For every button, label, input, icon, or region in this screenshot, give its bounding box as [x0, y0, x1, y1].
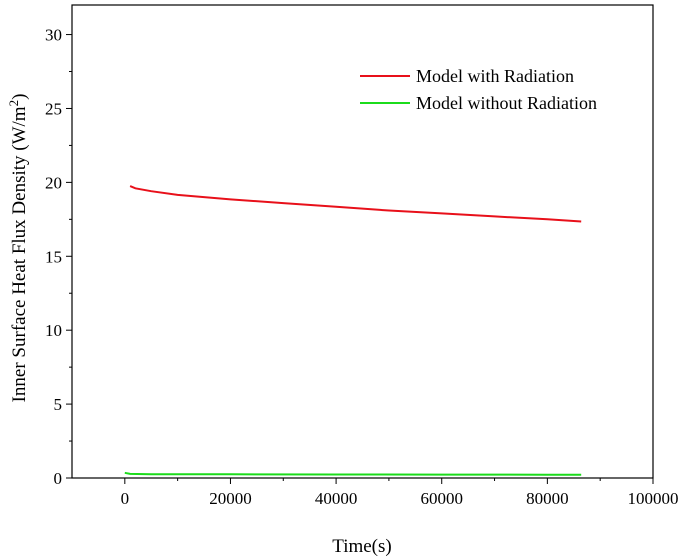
x-axis-title: Time(s)	[332, 536, 391, 557]
y-axis-title-superscript: 2	[6, 100, 21, 107]
y-tick-label: 5	[54, 395, 63, 414]
x-tick-label: 0	[121, 489, 130, 508]
y-axis-ticks: 0 5 10 15 20 25 30	[45, 26, 72, 488]
series-lines	[124, 185, 582, 476]
legend-label-with-radiation: Model with Radiation	[416, 66, 574, 86]
x-tick-label: 80000	[526, 489, 569, 508]
x-tick-label: 20000	[209, 489, 252, 508]
y-tick-label: 20	[45, 173, 62, 192]
y-tick-label: 15	[45, 247, 62, 266]
x-axis-ticks: 0 20000 40000 60000 80000 100000	[121, 478, 679, 508]
y-tick-label: 25	[45, 99, 62, 118]
plot-frame	[71, 4, 654, 479]
x-tick-label: 60000	[420, 489, 463, 508]
y-tick-label: 0	[54, 469, 63, 488]
y-tick-label: 30	[45, 26, 62, 45]
x-tick-label: 100000	[628, 489, 679, 508]
series-line-without-radiation	[124, 471, 582, 476]
legend: Model with Radiation Model without Radia…	[360, 66, 597, 113]
x-tick-label: 40000	[315, 489, 358, 508]
series-line-with-radiation	[129, 185, 582, 223]
y-axis-title: Inner Surface Heat Flux Density (W/m2)	[6, 94, 31, 403]
y-axis-title-suffix: )	[9, 94, 30, 100]
y-tick-label: 10	[45, 321, 62, 340]
y-axis-title-main: Inner Surface Heat Flux Density (W/m	[9, 106, 30, 402]
legend-label-without-radiation: Model without Radiation	[416, 93, 597, 113]
